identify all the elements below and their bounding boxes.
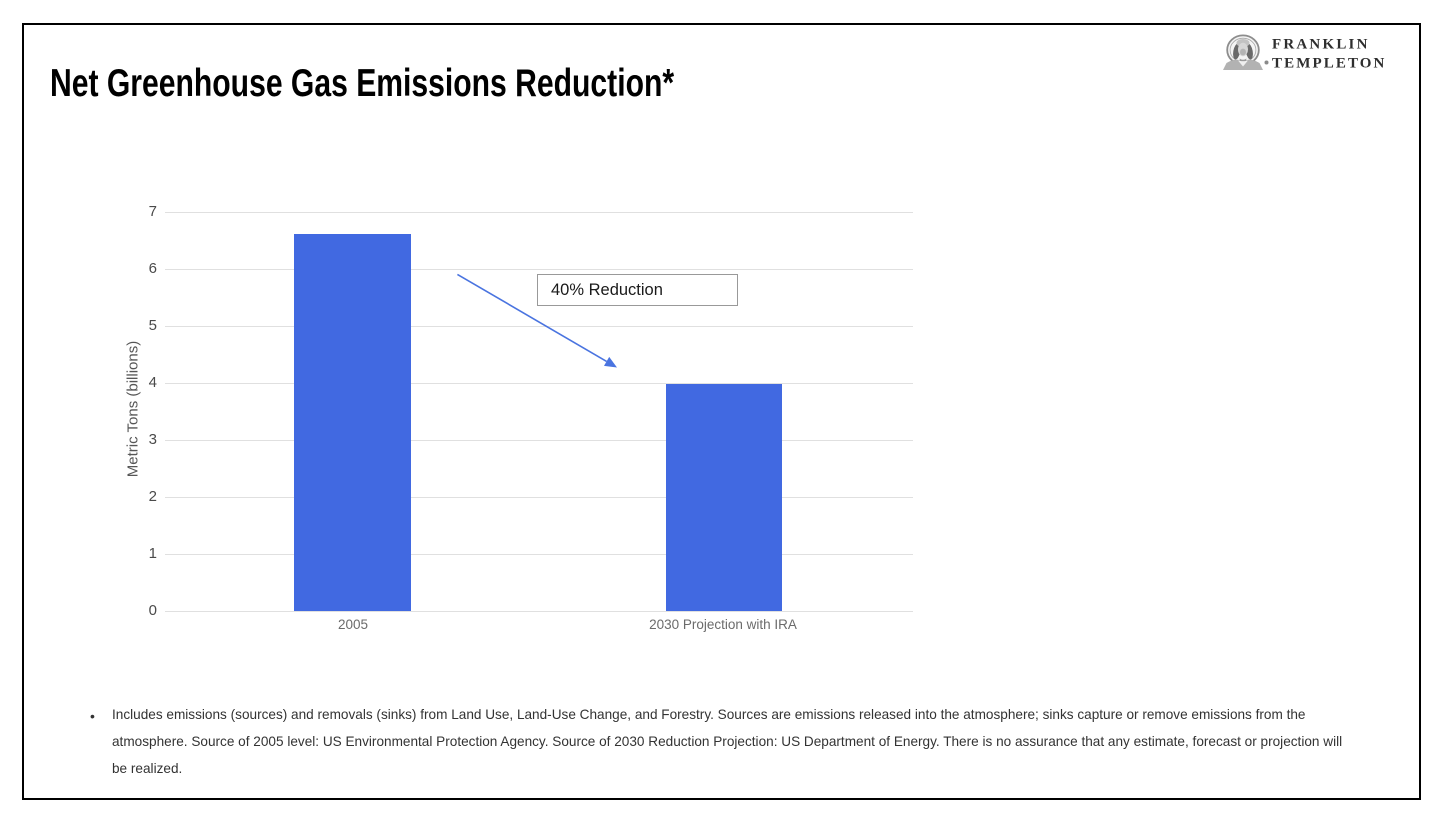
- svg-text:FRANKLIN: FRANKLIN: [1272, 37, 1370, 53]
- svg-text:TEMPLETON: TEMPLETON: [1272, 56, 1386, 72]
